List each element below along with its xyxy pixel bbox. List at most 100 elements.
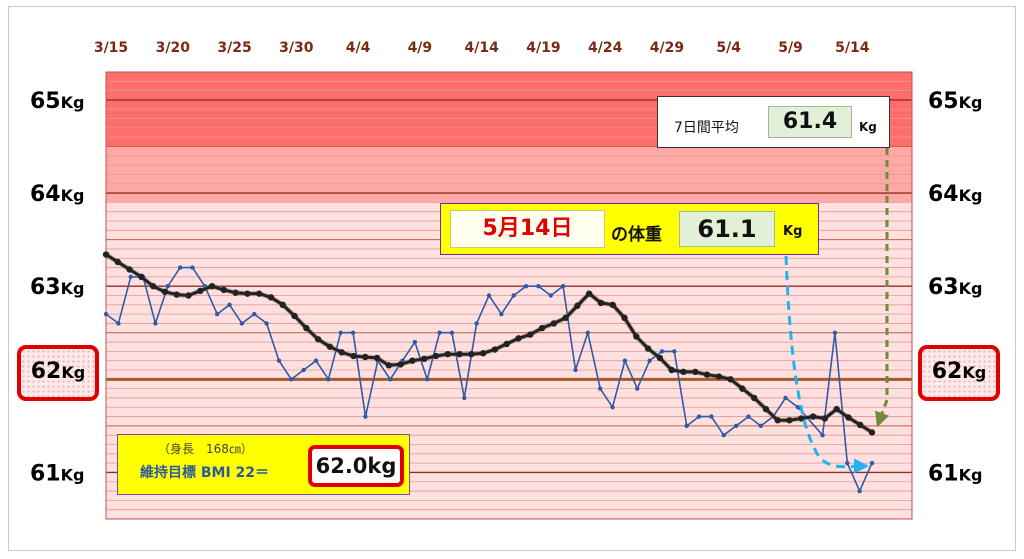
average-point: [138, 273, 145, 281]
daily-weight-point: [165, 283, 170, 289]
daily-weight-point: [733, 423, 739, 429]
daily-weight-point: [709, 414, 714, 419]
daily-weight-point: [672, 349, 677, 354]
average-point: [680, 368, 687, 376]
average-point: [102, 251, 110, 258]
average-point: [385, 362, 393, 369]
daily-weight-point: [289, 377, 294, 382]
goal-marker-right-unit: Kg: [962, 363, 987, 382]
seven-day-average-value: 61.4: [768, 106, 852, 138]
daily-weight-point: [412, 339, 418, 345]
average-point: [244, 290, 251, 297]
bmi-goal-box: （身長 168㎝） 維持目標 BMI 22＝ 62.0kg: [117, 434, 410, 495]
daily-weight-point: [153, 321, 158, 326]
average-point: [798, 415, 805, 422]
average-point: [338, 349, 345, 356]
daily-weight-point: [696, 414, 702, 419]
daily-weight-point: [783, 395, 788, 401]
plot-border: [105, 71, 913, 520]
daily-weight-point: [116, 321, 121, 326]
average-point: [314, 336, 322, 343]
y-tick-label-left: 64Kg: [30, 182, 84, 207]
daily-weight-line: [105, 266, 873, 492]
average-point: [220, 286, 228, 294]
average-point: [868, 429, 876, 436]
daily-weight-point: [103, 311, 109, 317]
average-point: [585, 290, 593, 297]
x-tick-label: 5/9: [778, 40, 803, 56]
average-point: [574, 302, 581, 309]
average-point: [597, 299, 605, 307]
average-point: [809, 413, 817, 420]
average-point: [420, 355, 428, 363]
goal-marker-left-unit: Kg: [61, 363, 86, 382]
daily-weight-point: [190, 265, 195, 270]
x-tick-label: 3/25: [217, 40, 251, 56]
daily-weight-point: [474, 321, 479, 326]
average-point: [750, 394, 758, 402]
average-point: [114, 258, 121, 266]
daily-weight-point: [820, 432, 825, 438]
average-point: [444, 350, 451, 358]
x-tick-label: 3/30: [279, 40, 314, 56]
daily-weight-point: [252, 311, 257, 317]
daily-weight-point: [573, 367, 578, 373]
average-point: [208, 282, 216, 290]
average-point: [621, 314, 628, 322]
seven-day-average-label: 7日間平均: [674, 120, 739, 136]
x-tick-label: 4/29: [650, 40, 684, 56]
average-point: [633, 333, 640, 340]
daily-weight-point: [869, 460, 875, 466]
bmi-goal-label: 維持目標 BMI 22＝: [140, 465, 270, 481]
average-point: [692, 368, 699, 376]
y-tick-label-right: 64Kg: [928, 182, 982, 207]
average-point: [126, 266, 133, 273]
today-weight-value: 61.1: [679, 211, 775, 247]
y-tick-label-left: 61Kg: [30, 461, 84, 486]
daily-weight-point: [795, 405, 801, 410]
daily-weight-point: [597, 386, 603, 391]
daily-weight-point: [264, 321, 269, 326]
daily-weight-point: [276, 358, 282, 363]
daily-weight-point: [350, 330, 356, 335]
average-point: [845, 414, 852, 421]
average-point: [173, 291, 180, 298]
today-weight-box: 5月14日 の体重 61.1 Kg: [440, 203, 819, 255]
average-arrow: [875, 148, 890, 428]
daily-weight-point: [721, 432, 726, 438]
daily-weight-point: [437, 330, 442, 335]
daily-weight-point: [499, 311, 504, 317]
daily-weight-point: [585, 330, 591, 335]
average-point: [232, 289, 239, 296]
y-tick-label-right: 63Kg: [928, 275, 982, 300]
average-point: [774, 417, 781, 424]
y-tick-label-right: 61Kg: [928, 461, 982, 486]
daily-weight-point: [313, 358, 319, 363]
y-tick-label-left: 65Kg: [30, 89, 84, 114]
average-point: [715, 373, 722, 380]
daily-weight-point: [684, 423, 689, 429]
seven-day-average-box: 7日間平均 61.4 Kg: [657, 96, 890, 148]
daily-weight-point: [462, 395, 467, 401]
average-point: [432, 352, 440, 360]
average-point: [727, 376, 734, 383]
daily-weight-point: [610, 405, 615, 410]
daily-weight-point: [239, 321, 245, 326]
average-point: [350, 352, 357, 360]
average-point: [668, 366, 675, 374]
daily-weight-series: [103, 265, 875, 494]
x-tick-label: 4/4: [346, 40, 371, 56]
average-point: [185, 292, 192, 299]
average-point: [491, 346, 499, 353]
average-point: [739, 385, 746, 392]
average-point: [256, 290, 263, 297]
goal-weight-marker-left: 62Kg: [17, 345, 99, 401]
average-point: [291, 312, 298, 320]
daily-weight-point: [659, 349, 665, 354]
average-point: [703, 371, 711, 378]
daily-weight-point: [560, 283, 566, 289]
daily-weight-point: [363, 414, 368, 419]
x-tick-label: 5/4: [716, 40, 741, 56]
callout-arrows: [784, 148, 890, 474]
daily-weight-point: [128, 274, 133, 280]
